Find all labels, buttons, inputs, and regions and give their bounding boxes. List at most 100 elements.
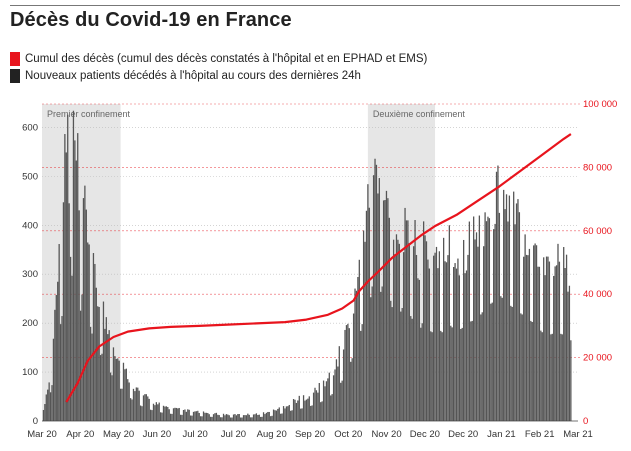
daily-bar: [501, 297, 503, 421]
daily-bar: [284, 408, 286, 421]
daily-bar: [520, 313, 522, 421]
daily-bar: [108, 330, 110, 421]
daily-bar: [428, 268, 430, 421]
daily-bar: [58, 244, 60, 421]
daily-bar: [301, 408, 303, 421]
daily-bar: [564, 268, 566, 421]
daily-bar: [71, 275, 73, 421]
daily-bar: [87, 242, 89, 421]
daily-bar: [117, 358, 119, 421]
daily-bar: [155, 402, 157, 421]
daily-bar: [454, 263, 456, 421]
legend-swatch-dark: [10, 69, 20, 83]
daily-bar: [261, 416, 263, 421]
x-tick-label: Dec 20: [448, 429, 478, 440]
daily-bar: [102, 301, 105, 421]
daily-bar: [64, 134, 66, 421]
daily-bar: [91, 333, 93, 421]
daily-bar: [401, 307, 403, 421]
daily-bar: [222, 413, 225, 421]
daily-bar: [324, 386, 326, 421]
daily-bar: [287, 406, 289, 421]
daily-bar: [172, 408, 175, 421]
daily-bar: [181, 414, 183, 421]
daily-bar: [307, 398, 309, 421]
daily-bar: [350, 361, 352, 421]
daily-bar: [107, 334, 109, 421]
daily-bar: [535, 245, 538, 421]
daily-bar: [547, 256, 549, 421]
x-tick-label: Mar 20: [27, 429, 57, 440]
daily-bar: [232, 414, 235, 421]
daily-bar: [380, 291, 382, 421]
daily-bar: [164, 406, 166, 421]
daily-bar: [277, 408, 279, 421]
daily-bar: [375, 164, 378, 421]
daily-bar: [202, 411, 205, 421]
left-tick-label-0: 0: [33, 416, 38, 427]
daily-bar: [503, 189, 505, 421]
daily-bar: [533, 245, 535, 421]
daily-bar: [138, 390, 140, 421]
daily-bar: [325, 381, 328, 421]
daily-bar: [252, 414, 255, 421]
daily-bar: [563, 247, 565, 421]
daily-bar: [171, 413, 173, 421]
daily-bar: [207, 412, 209, 421]
daily-bar: [392, 239, 395, 421]
daily-bar: [388, 217, 390, 421]
daily-bar: [491, 302, 493, 421]
daily-bar: [264, 414, 266, 421]
daily-bar: [250, 417, 252, 421]
daily-bar: [165, 406, 167, 421]
daily-bar: [460, 328, 462, 421]
daily-bar: [357, 276, 359, 421]
x-tick-label: May 20: [103, 429, 134, 440]
daily-bar: [285, 406, 288, 421]
daily-bar: [61, 316, 63, 421]
daily-bar: [405, 220, 408, 421]
daily-bar: [248, 414, 250, 421]
left-tick-label-5: 500: [22, 171, 38, 182]
daily-bar: [475, 232, 478, 421]
daily-bar: [217, 414, 219, 421]
daily-bar: [72, 110, 75, 422]
daily-bar: [47, 389, 49, 421]
daily-bar: [52, 338, 55, 421]
daily-bar: [45, 394, 47, 421]
daily-bar: [118, 360, 120, 421]
daily-bar: [42, 409, 45, 421]
daily-bar: [137, 387, 139, 421]
daily-bar: [513, 191, 515, 421]
daily-bar: [142, 395, 145, 421]
x-tick-label: Jan 21: [487, 429, 516, 440]
daily-bar: [227, 414, 229, 421]
daily-bar: [57, 281, 59, 421]
daily-bar: [407, 220, 409, 421]
daily-bar: [182, 410, 185, 421]
daily-bar: [527, 255, 529, 421]
daily-bar: [340, 382, 342, 421]
daily-bar: [431, 332, 433, 421]
daily-bar: [474, 239, 476, 421]
daily-bar: [493, 229, 495, 421]
daily-bar: [314, 387, 316, 421]
daily-bar: [540, 330, 542, 421]
daily-bar: [180, 414, 182, 421]
daily-bar: [291, 410, 293, 421]
daily-bar: [530, 320, 532, 421]
daily-bar: [321, 401, 323, 421]
daily-bar: [192, 411, 195, 421]
daily-bar: [514, 224, 516, 421]
daily-bar: [534, 243, 536, 421]
daily-bar: [151, 410, 153, 421]
daily-bar: [255, 413, 258, 421]
legend-item-cumulative: Cumul des décès (cumul des décès constat…: [10, 52, 427, 66]
daily-bar: [210, 416, 212, 421]
daily-bar: [371, 286, 373, 421]
daily-bar: [461, 327, 463, 421]
daily-bar: [378, 178, 380, 421]
daily-bar: [511, 306, 513, 421]
daily-bar: [438, 251, 440, 421]
